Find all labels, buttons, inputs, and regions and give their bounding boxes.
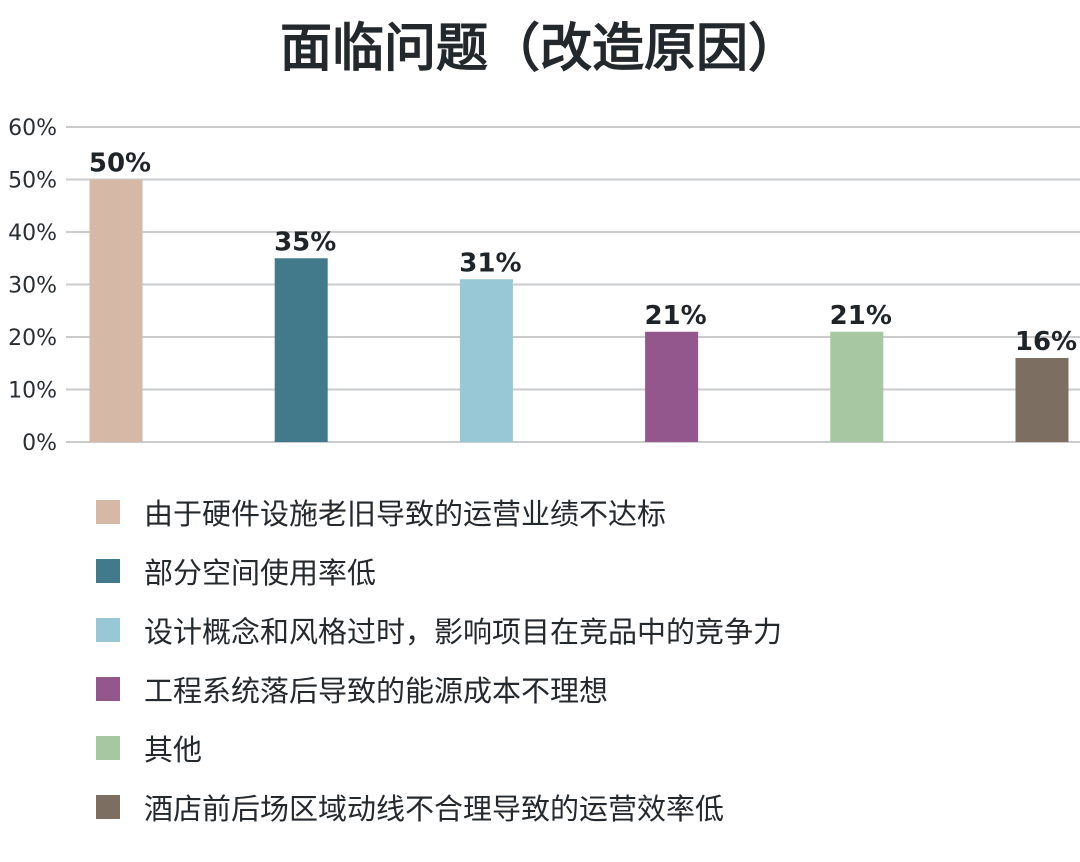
y-tick-label: 20% [8,326,57,351]
legend-item: 由于硬件设施老旧导致的运营业绩不达标 [96,482,782,541]
bar-value-label: 21% [830,301,892,331]
legend-swatch [96,499,120,524]
legend-label: 由于硬件设施老旧导致的运营业绩不达标 [144,496,667,531]
y-tick-label: 50% [8,169,57,194]
y-tick-label: 60% [8,116,57,141]
y-tick-label: 0% [22,431,57,456]
bar-value-label: 50% [89,149,151,179]
y-tick-label: 30% [8,274,57,299]
bar-chart: 0% 10% 20% 30% 40% 50% 60% 50% 35% 31% 21% 21% 16% [8,116,1080,456]
legend-label: 部分空间使用率低 [144,555,377,590]
legend-swatch [96,676,120,701]
legend-item: 其他 [96,718,782,777]
legend-item: 部分空间使用率低 [96,541,782,600]
bar-6 [1015,358,1069,442]
y-tick-label: 10% [8,379,57,404]
y-tick-label: 40% [8,221,57,246]
bar-value-label: 16% [1015,327,1077,357]
legend-label: 设计概念和风格过时，影响项目在竞品中的竞争力 [144,614,783,649]
bar-value-label: 31% [459,248,521,278]
legend-label: 其他 [144,732,203,767]
bar-value-label: 21% [644,301,706,331]
bar-2 [274,258,328,442]
legend-swatch [96,617,120,642]
bar-4 [645,331,699,442]
legend-swatch [96,794,120,819]
legend-item: 酒店前后场区域动线不合理导致的运营效率低 [96,777,782,836]
legend-swatch [96,735,120,760]
bar-1 [89,179,143,442]
legend-item: 设计概念和风格过时，影响项目在竞品中的竞争力 [96,600,782,659]
chart-title: 面临问题（改造原因） [279,19,800,79]
bar-5 [830,331,884,442]
legend-label: 工程系统落后导致的能源成本不理想 [144,673,609,708]
legend-label: 酒店前后场区域动线不合理导致的运营效率低 [144,791,725,826]
bar-3 [459,279,513,442]
legend-swatch [96,558,120,583]
chart-legend: 由于硬件设施老旧导致的运营业绩不达标 部分空间使用率低设计概念和风格过时，影响项目… [96,482,782,836]
bar-value-label: 35% [274,227,336,257]
legend-item: 工程系统落后导致的能源成本不理想 [96,659,782,718]
